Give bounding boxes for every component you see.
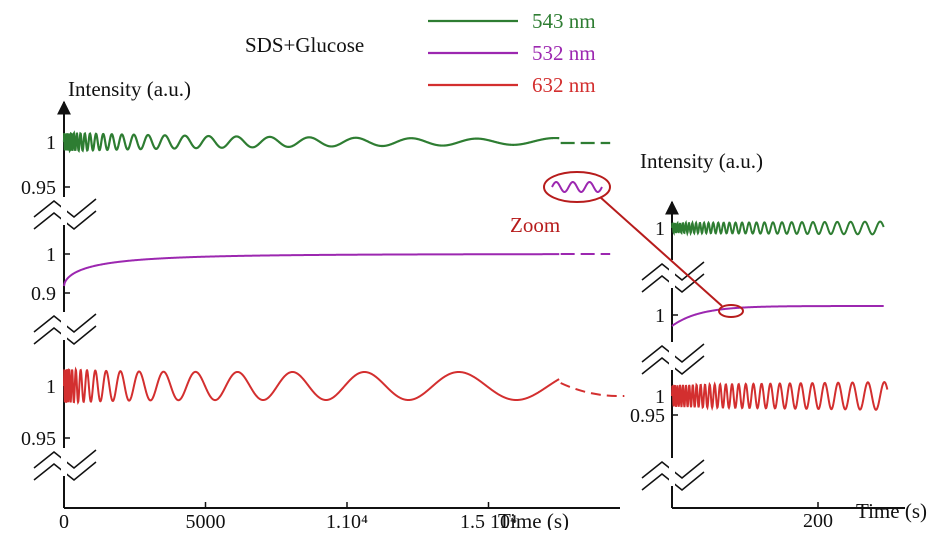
legend-label-543-nm: 543 nm (532, 9, 596, 33)
main-x-ticks: 0 5000 1.10⁴ 1.5 10⁴ (59, 502, 517, 533)
main-y-axis-label: Intensity (a.u.) (68, 77, 191, 101)
series-632nm-line (63, 366, 560, 406)
main-y-tick-label: 0.9 (31, 283, 56, 305)
zoom-connector-line (599, 196, 723, 307)
main-axis-break-gap (61, 197, 67, 225)
legend-label-532-nm: 532 nm (532, 41, 596, 65)
zoom-y-tick-label: 1 (655, 218, 665, 240)
series-543nm-line (62, 130, 560, 154)
zoom-series-543nm-line (671, 219, 885, 237)
zoom-x-axis-label: Time (s) (856, 499, 927, 523)
zoom-label: Zoom (510, 213, 560, 237)
main-x-tick-label: 5000 (186, 511, 226, 530)
legend-label-632-nm: 632 nm (532, 73, 596, 97)
zoom-series-532nm-line (671, 305, 884, 327)
zoom-x-tick-label: 200 (803, 510, 833, 530)
zoom-axis-break-gap (669, 342, 675, 370)
zoom-source-ellipse (543, 171, 611, 203)
zoom-x-ticks: 200400 (803, 502, 833, 532)
main-x-axis-label: Time (s) (498, 509, 569, 530)
zoom-series (671, 219, 889, 411)
main-x-tick-label: 1.10⁴ (326, 511, 368, 530)
main-y-tick-label: 1 (46, 376, 56, 398)
condition-label: SDS+Glucose (245, 33, 364, 57)
main-y-tick-label: 1 (46, 244, 56, 266)
zoom-y-tick-label: 0.95 (630, 405, 665, 427)
zoom-wave-marker (551, 180, 603, 194)
zoom-callout: Zoom (510, 171, 744, 318)
zoom-axis-break-gap (669, 458, 675, 486)
main-y-ticks: 1 0.95 1 0.9 1 0.95 (21, 132, 70, 450)
zoom-target-ellipse (718, 304, 744, 318)
main-axis-break-gap (61, 448, 67, 476)
zoom-axis-breaks (641, 260, 705, 491)
main-axis-break-gap (61, 312, 67, 340)
main-x-tick-label: 1.5 10⁴ (460, 511, 517, 530)
zoom-y-tick-label: 1 (655, 305, 665, 327)
main-y-tick-label: 0.95 (21, 428, 56, 450)
main-x-tick-label: 0 (59, 511, 69, 530)
series-632nm-extension (560, 382, 625, 398)
main-axis-breaks (33, 197, 97, 481)
zoom-series-632nm-line (671, 381, 889, 411)
main-series (62, 130, 625, 406)
main-y-tick-label: 0.95 (21, 177, 56, 199)
series-532nm-line (63, 253, 560, 287)
legend: 543 nm 532 nm 632 nm (428, 9, 596, 97)
zoom-y-tick-label: 1 (655, 386, 665, 408)
zoom-axis-break-gap (669, 260, 675, 288)
main-y-tick-label: 1 (46, 132, 56, 154)
zoom-y-axis-label: Intensity (a.u.) (640, 149, 763, 173)
